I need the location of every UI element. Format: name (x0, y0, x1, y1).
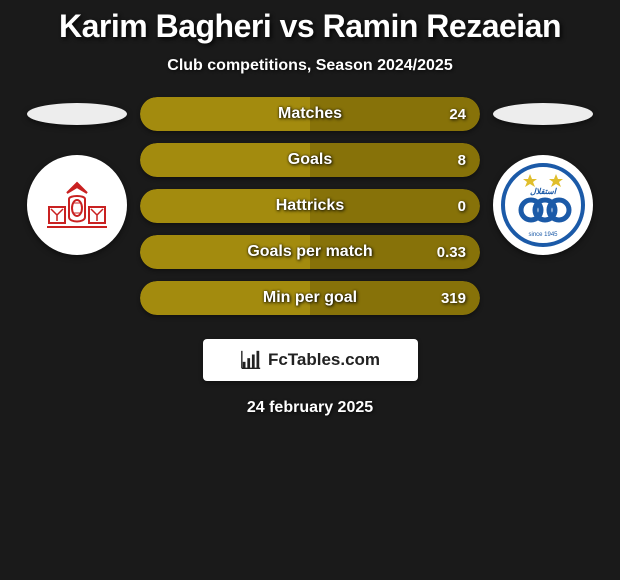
stat-value-right: 0 (458, 198, 466, 215)
stat-row-goals-per-match: Goals per match 0.33 (140, 235, 480, 269)
stat-label: Min per goal (263, 289, 357, 307)
stat-label: Goals (288, 151, 332, 169)
stat-bar-left (140, 143, 310, 177)
player1-column (22, 103, 132, 255)
comparison-card: Karim Bagheri vs Ramin Rezaeian Club com… (0, 0, 620, 417)
stat-label: Goals per match (247, 243, 372, 261)
stat-row-goals: Goals 8 (140, 143, 480, 177)
stats-column: Matches 24 Goals 8 Hattricks 0 (140, 97, 480, 315)
page-title: Karim Bagheri vs Ramin Rezaeian (59, 8, 561, 45)
player2-column: ﺍﺳﺘﻘﻼﻝ since 1945 (488, 103, 598, 255)
attribution-text: FcTables.com (268, 350, 380, 370)
stat-value-right: 319 (441, 290, 466, 307)
chart-icon (240, 349, 262, 371)
stat-bar-right (310, 143, 480, 177)
player2-club-badge: ﺍﺳﺘﻘﻼﻝ since 1945 (493, 155, 593, 255)
player1-photo (27, 103, 127, 125)
subtitle: Club competitions, Season 2024/2025 (167, 57, 452, 75)
player1-club-badge (27, 155, 127, 255)
stat-row-hattricks: Hattricks 0 (140, 189, 480, 223)
stat-label: Hattricks (276, 197, 344, 215)
svg-text:since 1945: since 1945 (528, 232, 558, 238)
stat-value-right: 0.33 (437, 244, 466, 261)
stat-value-right: 8 (458, 152, 466, 169)
persepolis-badge-icon (37, 165, 117, 245)
date-label: 24 february 2025 (247, 399, 373, 417)
stat-label: Matches (278, 105, 342, 123)
stat-value-right: 24 (449, 106, 466, 123)
svg-text:ﺍﺳﺘﻘﻼﻝ: ﺍﺳﺘﻘﻼﻝ (530, 187, 558, 196)
player2-photo (493, 103, 593, 125)
stat-row-min-per-goal: Min per goal 319 (140, 281, 480, 315)
esteghlal-badge-icon: ﺍﺳﺘﻘﻼﻝ since 1945 (498, 160, 588, 250)
attribution-badge[interactable]: FcTables.com (203, 339, 418, 381)
stat-row-matches: Matches 24 (140, 97, 480, 131)
main-row: Matches 24 Goals 8 Hattricks 0 (0, 103, 620, 315)
